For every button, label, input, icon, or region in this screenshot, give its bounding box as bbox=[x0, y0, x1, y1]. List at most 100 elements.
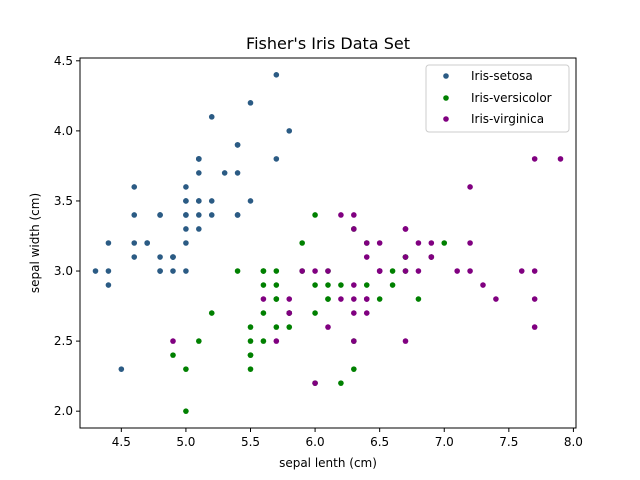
legend-box bbox=[425, 64, 570, 133]
data-point-iris-versicolor-13 bbox=[325, 282, 331, 288]
data-point-iris-setosa-8 bbox=[105, 282, 112, 288]
data-point-iris-virginica-29 bbox=[467, 268, 473, 274]
x-tick-label-3: 6.0 bbox=[306, 435, 325, 449]
data-point-iris-versicolor-43 bbox=[183, 366, 189, 372]
data-point-iris-virginica-15 bbox=[363, 240, 370, 246]
data-point-iris-setosa-48 bbox=[221, 170, 228, 176]
data-point-iris-versicolor-25 bbox=[389, 268, 396, 274]
data-point-iris-virginica-3 bbox=[351, 282, 357, 288]
data-point-iris-virginica-31 bbox=[557, 156, 564, 162]
data-point-iris-virginica-21 bbox=[260, 296, 267, 302]
data-point-iris-setosa-33 bbox=[247, 100, 254, 106]
data-point-iris-versicolor-26 bbox=[415, 296, 422, 302]
data-point-iris-versicolor-34 bbox=[234, 268, 241, 274]
data-point-iris-setosa-32 bbox=[208, 114, 215, 120]
data-point-iris-virginica-11 bbox=[363, 310, 370, 316]
data-point-iris-setosa-14 bbox=[286, 128, 293, 134]
data-point-iris-versicolor-20 bbox=[299, 240, 305, 246]
data-point-iris-virginica-30 bbox=[493, 296, 499, 302]
data-point-iris-setosa-21 bbox=[196, 170, 202, 176]
data-point-iris-versicolor-39 bbox=[247, 338, 254, 344]
data-point-iris-virginica-17 bbox=[531, 156, 538, 162]
data-point-iris-versicolor-38 bbox=[260, 268, 267, 274]
data-point-iris-virginica-47 bbox=[376, 268, 383, 274]
data-point-iris-versicolor-40 bbox=[247, 324, 254, 330]
y-tick-label-5: 4.5 bbox=[54, 54, 73, 68]
data-point-iris-versicolor-49 bbox=[273, 296, 280, 302]
data-point-iris-versicolor-19 bbox=[260, 338, 267, 344]
data-point-iris-virginica-14 bbox=[286, 296, 293, 302]
y-tick-label-0: 2.0 bbox=[54, 404, 73, 418]
x-axis-ticks: 4.5 5.0 5.5 6.0 6.5 7.0 7.5 8.0 bbox=[112, 428, 583, 449]
legend-label-setosa: Iris-setosa bbox=[471, 69, 533, 83]
data-point-iris-setosa-36 bbox=[247, 198, 254, 204]
data-point-iris-setosa-22 bbox=[131, 184, 138, 190]
data-point-iris-virginica-46 bbox=[351, 338, 357, 344]
data-point-iris-versicolor-3 bbox=[247, 366, 254, 372]
data-point-iris-virginica-49 bbox=[299, 268, 305, 274]
data-point-iris-setosa-26 bbox=[183, 212, 189, 218]
data-point-iris-virginica-23 bbox=[351, 310, 357, 316]
data-point-iris-versicolor-24 bbox=[363, 282, 370, 288]
data-point-iris-virginica-12 bbox=[415, 268, 422, 274]
data-point-iris-virginica-40 bbox=[402, 254, 409, 260]
data-point-iris-virginica-7 bbox=[480, 282, 486, 288]
data-point-iris-setosa-29 bbox=[144, 240, 150, 246]
data-point-iris-virginica-44 bbox=[402, 226, 409, 232]
data-point-iris-versicolor-8 bbox=[389, 282, 396, 288]
legend-label-versicolor: Iris-versicolor bbox=[471, 91, 552, 105]
data-point-iris-virginica-2 bbox=[454, 268, 460, 274]
data-point-iris-setosa-17 bbox=[196, 198, 202, 204]
data-point-iris-versicolor-4 bbox=[376, 296, 383, 302]
data-point-iris-virginica-37 bbox=[363, 254, 370, 260]
data-point-iris-virginica-10 bbox=[376, 240, 383, 246]
data-point-iris-setosa-15 bbox=[273, 72, 280, 78]
data-point-iris-virginica-6 bbox=[170, 338, 176, 344]
data-point-iris-setosa-43 bbox=[183, 198, 189, 204]
data-point-iris-versicolor-44 bbox=[260, 310, 267, 316]
data-point-iris-setosa-23 bbox=[196, 226, 202, 232]
data-point-iris-setosa-1 bbox=[170, 268, 176, 274]
data-point-iris-versicolor-47 bbox=[338, 282, 344, 288]
data-point-iris-virginica-9 bbox=[467, 184, 473, 190]
legend-marker-versicolor bbox=[443, 95, 449, 101]
data-point-iris-versicolor-45 bbox=[273, 268, 280, 274]
data-point-iris-versicolor-14 bbox=[260, 282, 267, 288]
data-point-iris-setosa-3 bbox=[131, 254, 138, 260]
data-point-iris-versicolor-35 bbox=[312, 212, 318, 218]
data-point-iris-setosa-6 bbox=[131, 212, 138, 218]
data-point-iris-virginica-43 bbox=[415, 240, 422, 246]
data-point-iris-setosa-16 bbox=[234, 142, 241, 148]
x-tick-label-0: 4.5 bbox=[112, 435, 131, 449]
data-point-iris-versicolor-48 bbox=[196, 338, 202, 344]
data-point-iris-versicolor-9 bbox=[208, 310, 215, 316]
data-point-iris-setosa-47 bbox=[131, 240, 138, 246]
data-point-iris-virginica-20 bbox=[428, 240, 435, 246]
y-tick-label-1: 2.5 bbox=[54, 334, 73, 348]
data-points bbox=[92, 72, 564, 414]
data-point-iris-versicolor-7 bbox=[170, 352, 176, 358]
data-point-iris-versicolor-42 bbox=[286, 324, 293, 330]
data-point-iris-virginica-38 bbox=[312, 268, 318, 274]
data-point-iris-virginica-18 bbox=[531, 324, 538, 330]
data-point-iris-setosa-35 bbox=[183, 240, 189, 246]
x-tick-label-5: 7.0 bbox=[435, 435, 454, 449]
legend-label-virginica: Iris-virginica bbox=[471, 112, 544, 126]
data-point-iris-virginica-45 bbox=[402, 268, 409, 274]
data-point-iris-setosa-41 bbox=[118, 366, 125, 372]
data-point-iris-virginica-42 bbox=[286, 310, 293, 316]
chart-title: Fisher's Iris Data Set bbox=[246, 34, 410, 53]
data-point-iris-setosa-25 bbox=[183, 268, 189, 274]
data-point-iris-setosa-10 bbox=[234, 170, 241, 176]
plot-frame bbox=[79, 57, 577, 429]
data-point-iris-setosa-18 bbox=[273, 156, 280, 162]
x-tick-label-1: 5.0 bbox=[176, 435, 195, 449]
data-point-iris-virginica-26 bbox=[338, 296, 344, 302]
data-point-iris-setosa-49 bbox=[183, 226, 189, 232]
data-point-iris-versicolor-23 bbox=[325, 296, 331, 302]
data-point-iris-virginica-32 bbox=[363, 296, 370, 302]
data-point-iris-setosa-31 bbox=[234, 212, 241, 218]
data-point-iris-virginica-8 bbox=[402, 338, 409, 344]
data-point-iris-virginica-5 bbox=[518, 268, 525, 274]
